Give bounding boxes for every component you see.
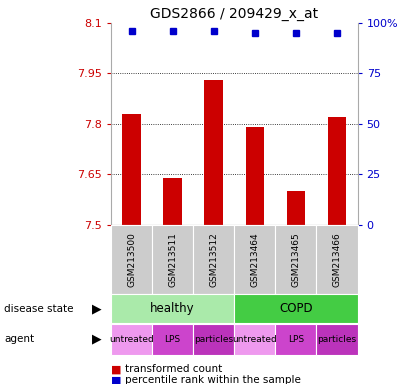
Text: healthy: healthy: [150, 302, 195, 315]
Text: GSM213512: GSM213512: [209, 232, 218, 286]
Text: agent: agent: [4, 334, 34, 344]
Text: disease state: disease state: [4, 303, 74, 314]
Text: LPS: LPS: [288, 335, 304, 344]
Bar: [234, 225, 275, 294]
Bar: [316, 225, 358, 294]
Bar: [111, 225, 152, 294]
Bar: [111, 324, 152, 354]
Text: ▶: ▶: [92, 302, 102, 315]
Bar: [152, 225, 193, 294]
Bar: [122, 114, 141, 225]
Text: transformed count: transformed count: [125, 364, 223, 374]
Text: GSM213511: GSM213511: [168, 232, 177, 286]
Text: ■: ■: [111, 364, 122, 374]
Text: GSM213464: GSM213464: [250, 232, 259, 286]
Bar: [111, 295, 234, 323]
Text: particles: particles: [194, 335, 233, 344]
Text: untreated: untreated: [233, 335, 277, 344]
Text: GSM213466: GSM213466: [332, 232, 342, 286]
Text: LPS: LPS: [164, 335, 181, 344]
Text: percentile rank within the sample: percentile rank within the sample: [125, 375, 301, 384]
Bar: [234, 324, 275, 354]
Bar: [275, 225, 316, 294]
Text: ▶: ▶: [92, 333, 102, 346]
Bar: [246, 127, 264, 225]
Bar: [164, 177, 182, 225]
Bar: [152, 324, 193, 354]
Text: GSM213465: GSM213465: [291, 232, 300, 286]
Bar: [316, 324, 358, 354]
Bar: [275, 324, 316, 354]
Bar: [328, 117, 346, 225]
Title: GDS2866 / 209429_x_at: GDS2866 / 209429_x_at: [150, 7, 319, 21]
Text: GSM213500: GSM213500: [127, 232, 136, 286]
Bar: [193, 225, 234, 294]
Bar: [205, 80, 223, 225]
Bar: [286, 191, 305, 225]
Bar: [234, 295, 358, 323]
Text: untreated: untreated: [109, 335, 154, 344]
Text: COPD: COPD: [279, 302, 313, 315]
Bar: [193, 324, 234, 354]
Text: ■: ■: [111, 375, 122, 384]
Text: particles: particles: [317, 335, 357, 344]
